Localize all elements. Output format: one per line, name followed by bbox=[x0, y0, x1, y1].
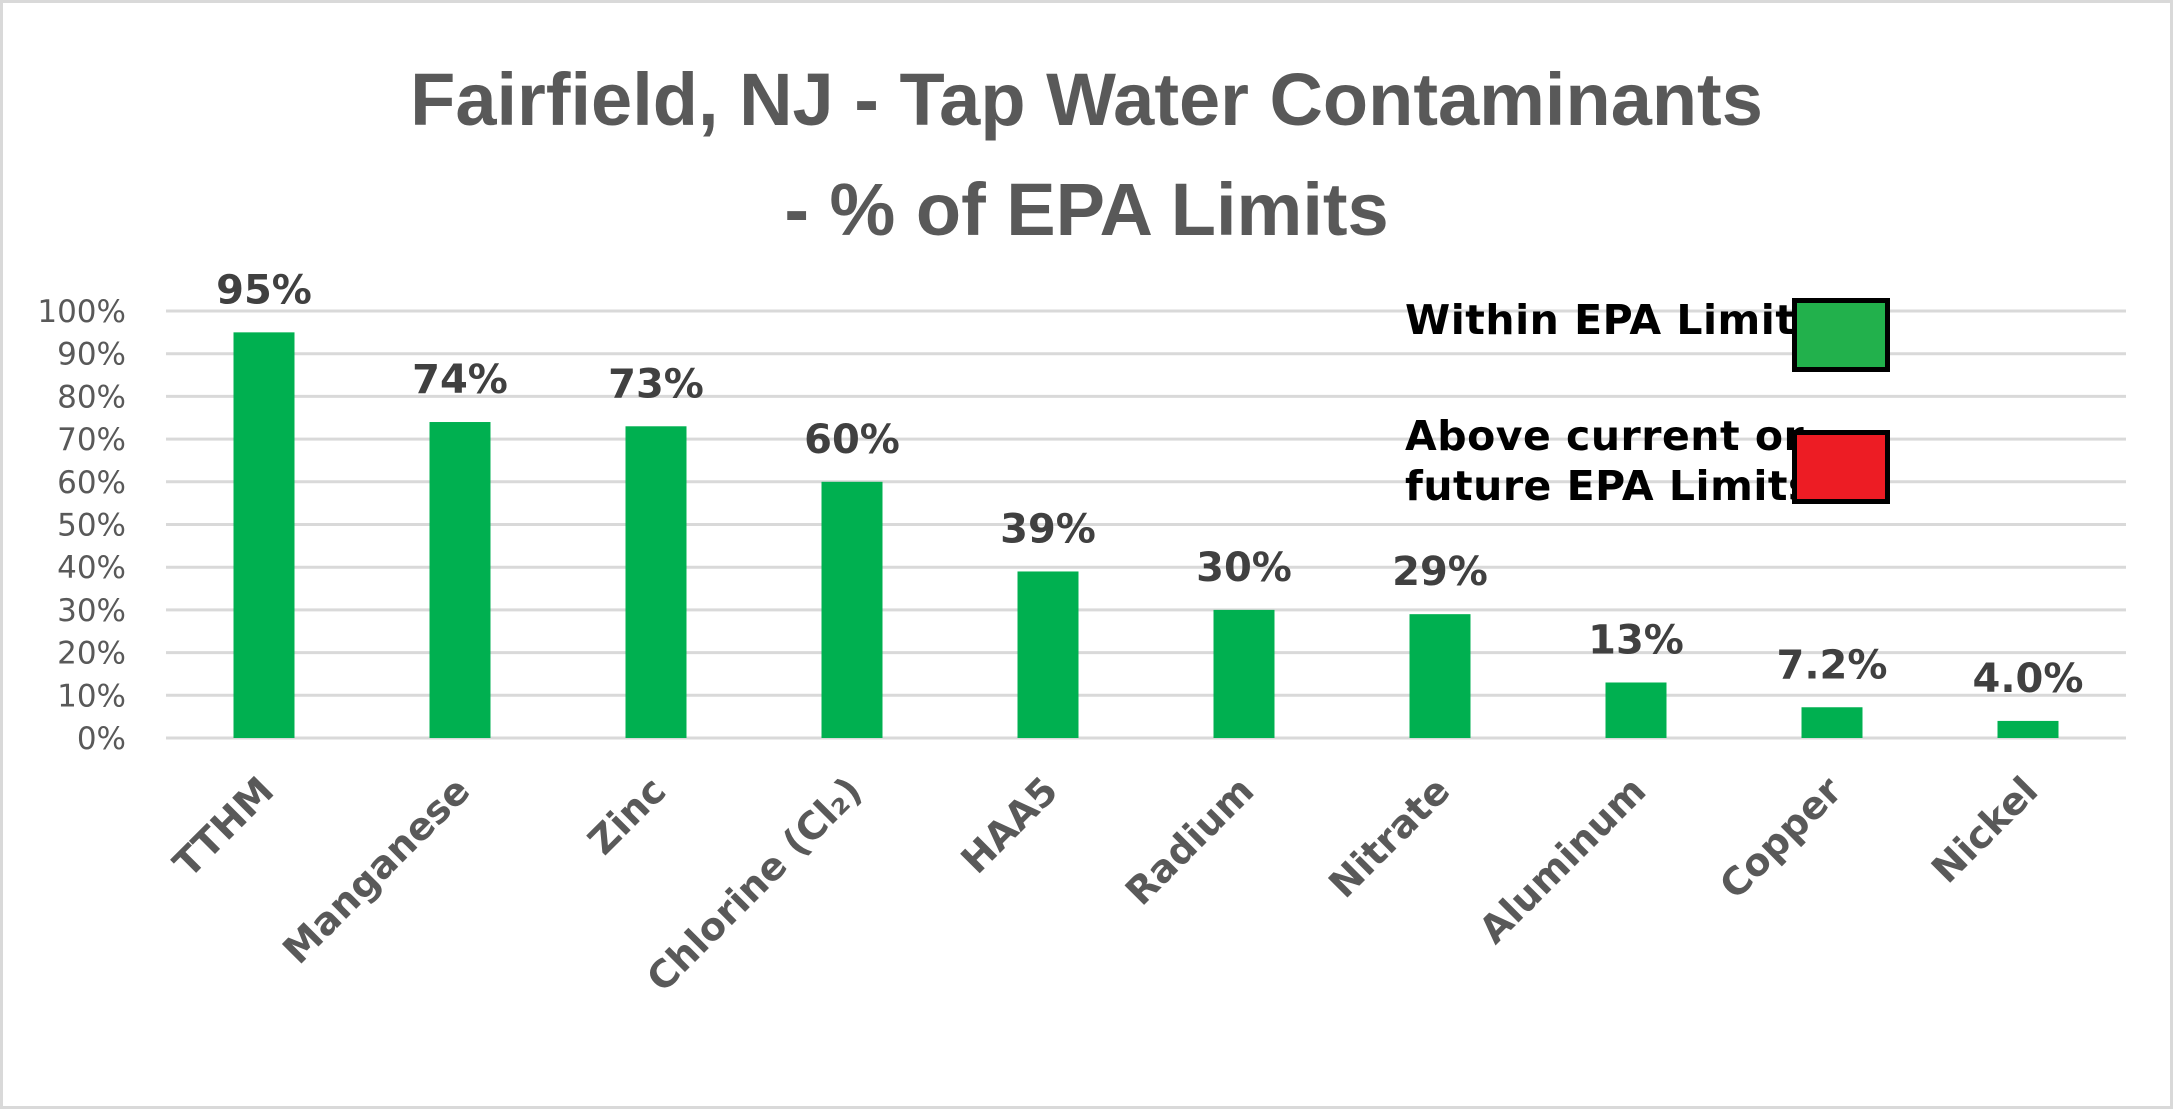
x-tick-label: HAA5 bbox=[952, 768, 1066, 882]
x-tick-label: Nickel bbox=[1923, 768, 2046, 891]
data-label: 73% bbox=[608, 361, 704, 407]
data-label: 29% bbox=[1392, 549, 1488, 595]
y-tick-label: 90% bbox=[57, 337, 126, 373]
bar-chlorine-cl- bbox=[821, 481, 883, 738]
bar-radium bbox=[1213, 609, 1275, 738]
x-tick-label: Copper bbox=[1711, 768, 1850, 907]
x-tick-label: Zinc bbox=[579, 768, 674, 863]
bar-tthm bbox=[233, 332, 295, 738]
bar-aluminum bbox=[1605, 682, 1667, 738]
legend-label-above-line-2: future EPA Limits bbox=[1405, 462, 1813, 510]
x-tick-label: Manganese bbox=[274, 768, 478, 972]
y-tick-label: 60% bbox=[57, 465, 126, 501]
legend-label-within: Within EPA Limits bbox=[1405, 296, 1821, 344]
y-tick-label: 30% bbox=[57, 593, 126, 629]
bar-copper bbox=[1801, 707, 1863, 738]
legend-label-above-line-1: Above current or bbox=[1405, 412, 1805, 460]
plot-area: 0% 10% 20% 30% 40% 50% 60% 70% 80% 90% 100% 95% TTHM… bbox=[37, 267, 2126, 1000]
data-label: 60% bbox=[804, 417, 900, 463]
bar-zinc bbox=[625, 426, 687, 738]
bar-manganese bbox=[429, 422, 491, 738]
x-tick-label: Nitrate bbox=[1320, 768, 1458, 906]
x-tick-label: Radium bbox=[1117, 768, 1263, 914]
data-label: 95% bbox=[216, 267, 312, 313]
y-tick-label: 40% bbox=[57, 550, 126, 586]
bar-nickel bbox=[1997, 720, 2059, 738]
legend-swatch-within bbox=[1792, 298, 1890, 372]
x-tick-label: Aluminum bbox=[1471, 768, 1655, 952]
y-tick-label: 10% bbox=[57, 678, 126, 714]
data-label: 13% bbox=[1588, 617, 1684, 663]
chart-title: Fairfield, NJ - Tap Water Contaminants -… bbox=[3, 45, 2170, 265]
data-label: 30% bbox=[1196, 545, 1292, 591]
data-label: 7.2% bbox=[1777, 642, 1888, 688]
y-tick-label: 20% bbox=[57, 636, 126, 672]
bar-haa5 bbox=[1017, 571, 1079, 738]
data-label: 4.0% bbox=[1973, 656, 2084, 702]
data-label: 74% bbox=[412, 357, 508, 403]
x-tick-label: TTHM bbox=[165, 768, 283, 886]
y-tick-label: 100% bbox=[37, 294, 126, 330]
y-tick-label: 80% bbox=[57, 379, 126, 415]
y-tick-label: 50% bbox=[57, 508, 126, 544]
chart-title-line-2: - % of EPA Limits bbox=[784, 168, 1389, 251]
data-label: 39% bbox=[1000, 506, 1096, 552]
legend-swatch-above bbox=[1792, 430, 1890, 504]
y-tick-label: 70% bbox=[57, 422, 126, 458]
x-tick-label: Chlorine (Cl₂) bbox=[638, 768, 870, 1000]
bar-nitrate bbox=[1409, 614, 1471, 738]
chart-title-line-1: Fairfield, NJ - Tap Water Contaminants bbox=[410, 58, 1763, 141]
y-tick-label: 0% bbox=[77, 721, 126, 757]
